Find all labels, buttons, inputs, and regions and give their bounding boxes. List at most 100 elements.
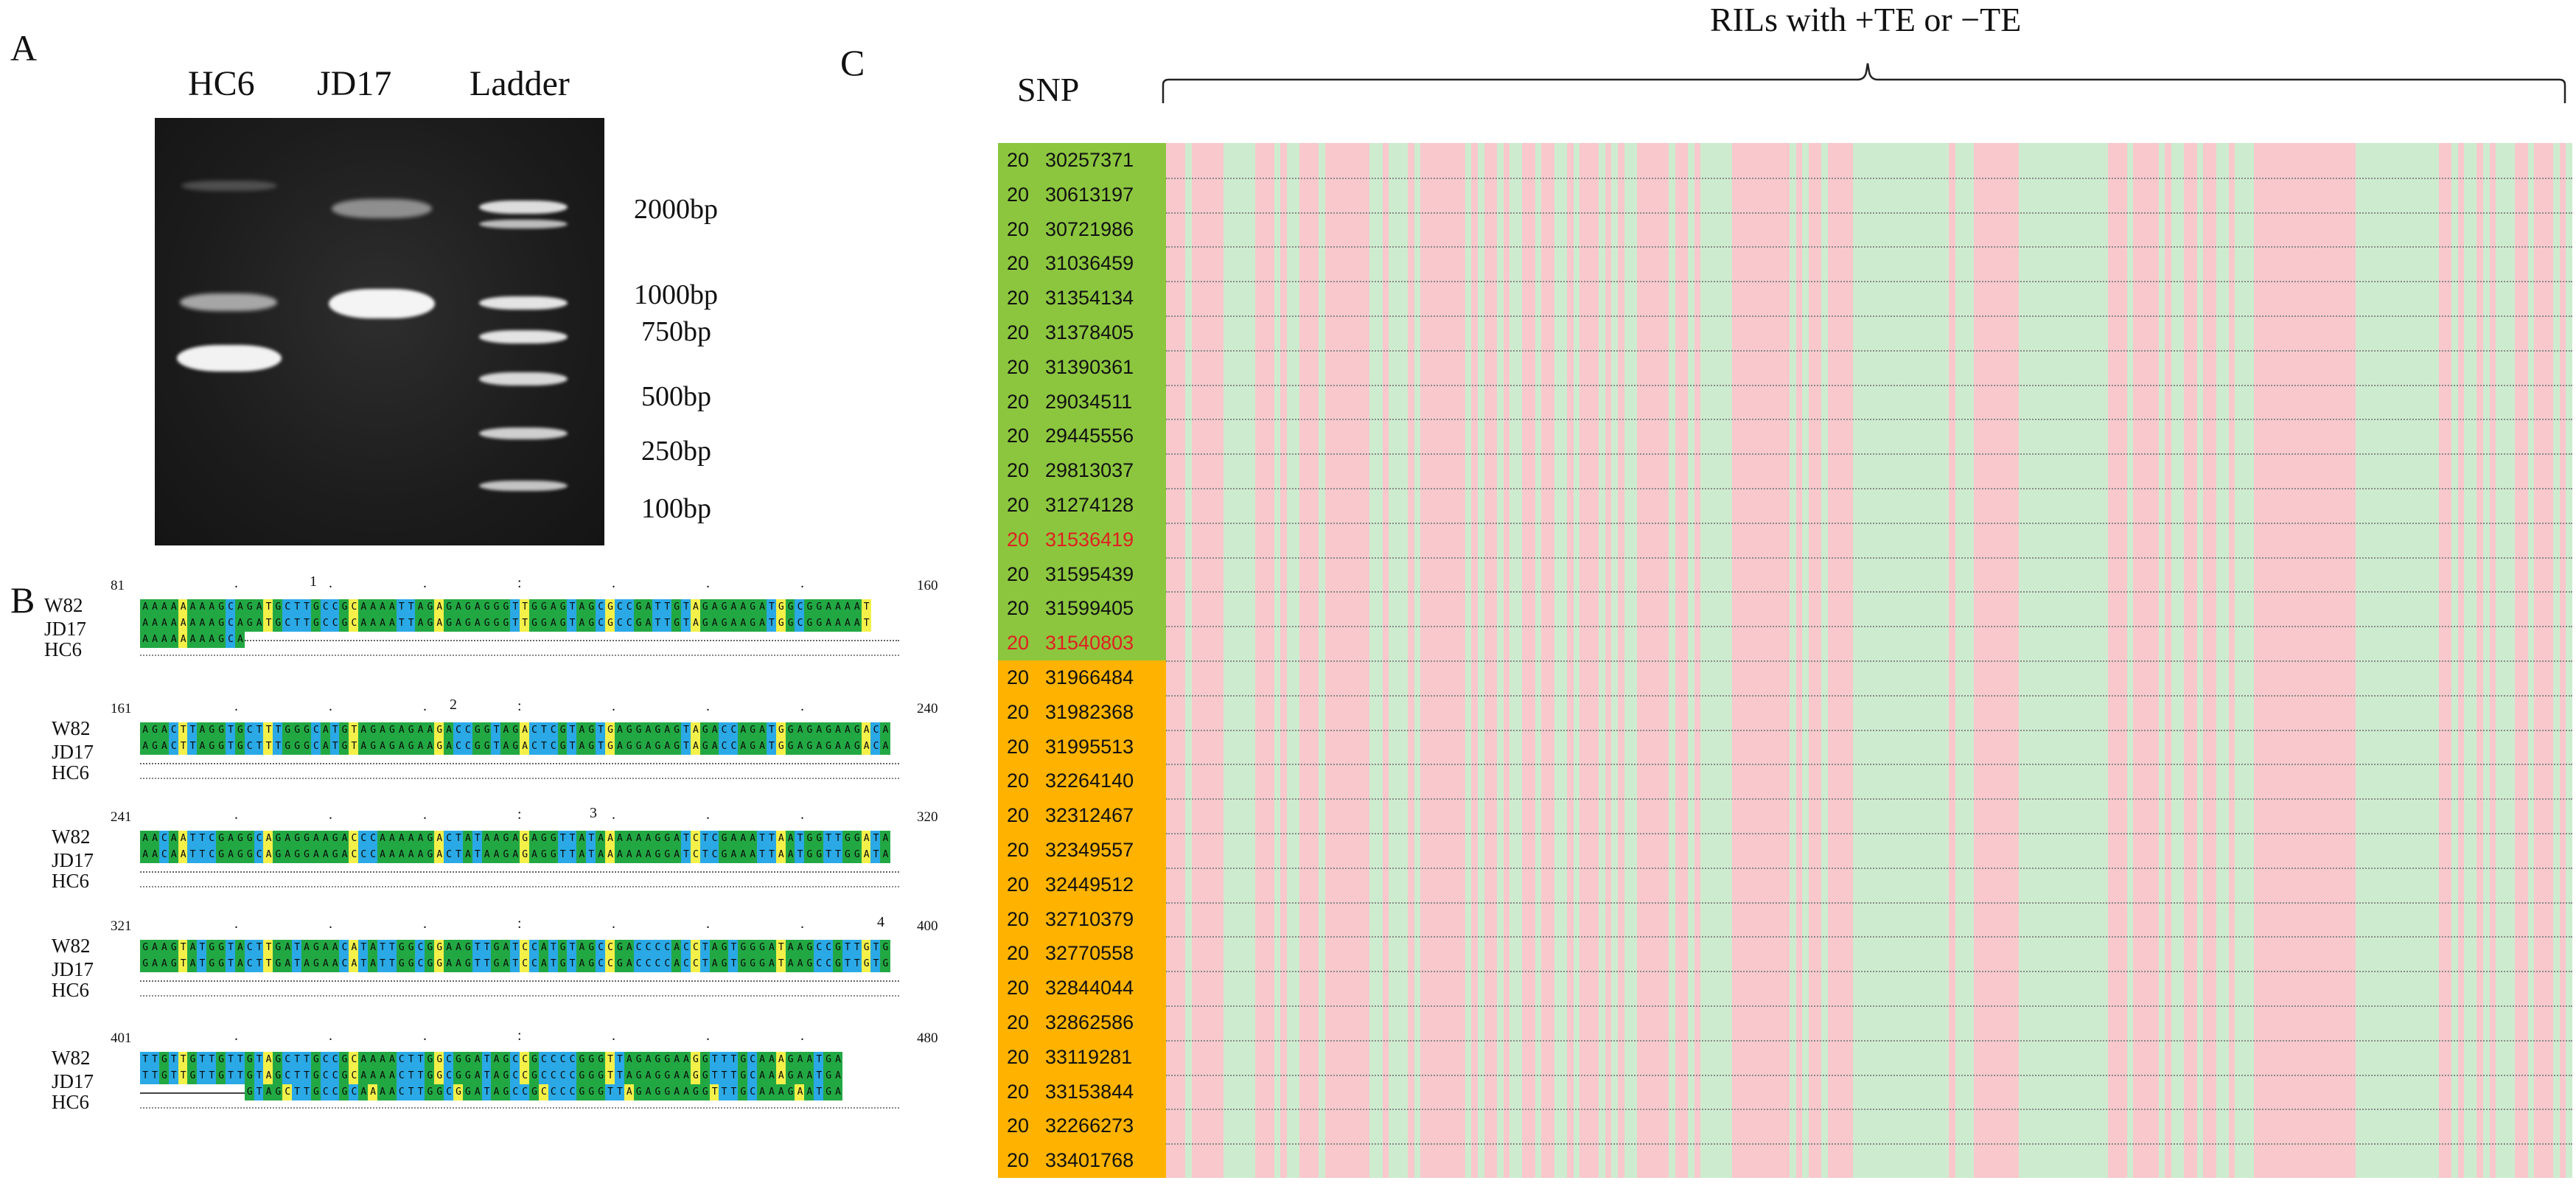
alignment-sequence-name: JD17: [44, 618, 87, 640]
snp-chromosome: 20: [1007, 700, 1030, 723]
alignment-base: G: [785, 739, 795, 755]
alignment-base: G: [244, 1052, 254, 1068]
snp-row: 20 31599405: [998, 591, 1166, 627]
alignment-base: A: [301, 956, 312, 972]
alignment-base: G: [690, 1068, 701, 1084]
alignment-ruler-dot: .: [706, 1028, 710, 1044]
alignment-base: A: [728, 847, 739, 863]
snp-chromosome: 20: [1007, 977, 1030, 1000]
alignment-base: G: [604, 599, 615, 615]
alignment-base: G: [804, 739, 814, 755]
alignment-base: A: [396, 739, 406, 755]
alignment-base: C: [870, 722, 881, 739]
alignment-base: T: [567, 940, 577, 956]
alignment-base: A: [576, 722, 587, 739]
alignment-base: T: [680, 722, 691, 739]
alignment-base: A: [472, 599, 482, 615]
alignment-base: T: [396, 599, 406, 615]
alignment-base: G: [596, 1068, 606, 1084]
alignment-base: G: [234, 847, 245, 863]
alignment-base: C: [339, 956, 349, 972]
alignment-base: C: [528, 739, 540, 755]
alignment-base: T: [225, 940, 236, 956]
alignment-base: A: [329, 940, 340, 956]
alignment-base: T: [766, 599, 777, 615]
alignment-base: C: [690, 831, 701, 847]
alignment-base: G: [405, 739, 416, 755]
alignment-base: G: [491, 599, 501, 615]
alignment-base: G: [785, 599, 795, 615]
alignment-base: A: [310, 847, 321, 863]
alignment-base: C: [520, 1084, 530, 1100]
alignment-base: A: [832, 1084, 843, 1100]
alignment-base: C: [462, 722, 473, 739]
gel-ladder-band: [479, 220, 568, 229]
alignment-base: C: [528, 940, 540, 956]
alignment-base: G: [216, 956, 226, 972]
alignment-base: A: [149, 831, 160, 847]
alignment-gap-line: [140, 980, 899, 982]
snp-chromosome: 20: [1007, 1045, 1030, 1068]
alignment-base: T: [301, 1068, 312, 1084]
snp-row: 20 32844044: [998, 971, 1166, 1005]
alignment-base: A: [282, 847, 293, 863]
alignment-base: C: [320, 1068, 330, 1084]
alignment-base: A: [624, 1052, 634, 1068]
alignment-base: T: [766, 831, 777, 847]
snp-row: 20 32770558: [998, 936, 1166, 972]
alignment-base: G: [747, 722, 758, 739]
alignment-base: G: [775, 722, 786, 739]
alignment-base: A: [234, 599, 245, 615]
alignment-end-number: 480: [917, 1030, 938, 1046]
alignment-base: C: [719, 722, 729, 739]
alignment-base: C: [168, 722, 178, 739]
alignment-base: G: [823, 739, 834, 755]
alignment-base: C: [614, 615, 625, 632]
alignment-base: T: [861, 599, 871, 615]
alignment-base: C: [662, 940, 672, 956]
grid-row-divider: [1166, 212, 2572, 214]
alignment-base: A: [596, 847, 606, 863]
alignment-base: A: [851, 615, 862, 632]
alignment-base: G: [624, 739, 634, 755]
alignment-base: T: [178, 956, 188, 972]
alignment-base: T: [472, 956, 482, 972]
alignment-end-number: 320: [917, 809, 938, 825]
alignment-base: A: [738, 599, 748, 615]
alignment-base: A: [624, 847, 634, 863]
alignment-gap-line: [140, 763, 899, 764]
alignment-base: A: [766, 940, 777, 956]
alignment-base: T: [292, 940, 302, 956]
alignment-base: A: [263, 1052, 273, 1068]
alignment-base: A: [643, 1052, 653, 1068]
alignment-base: A: [178, 831, 188, 847]
alignment-base: C: [320, 1052, 330, 1068]
alignment-base: T: [795, 831, 805, 847]
alignment-base: A: [187, 940, 198, 956]
snp-position: 29445556: [1045, 425, 1134, 447]
alignment-sequence-name: HC6: [52, 761, 90, 784]
snp-chromosome: 20: [1007, 942, 1030, 965]
alignment-base: G: [624, 722, 634, 739]
alignment-base: T: [614, 1084, 625, 1100]
alignment-base: T: [254, 1052, 264, 1068]
snp-row: 20 33153844: [998, 1074, 1166, 1109]
alignment-base: C: [244, 722, 254, 739]
grid-row-divider: [1166, 798, 2572, 800]
alignment-base: A: [149, 632, 160, 648]
alignment-base: T: [832, 831, 843, 847]
alignment-base: C: [690, 956, 701, 972]
gel-band: [329, 289, 435, 318]
alignment-base: T: [472, 847, 482, 863]
alignment-base: A: [178, 615, 188, 632]
alignment-sequence-name: W82: [52, 717, 91, 739]
alignment-base: A: [491, 831, 501, 847]
alignment-base: C: [349, 615, 359, 632]
snp-chromosome: 20: [1007, 528, 1030, 551]
alignment-base: A: [604, 831, 615, 847]
alignment-base: T: [292, 1052, 302, 1068]
snp-chromosome: 20: [1007, 1149, 1030, 1172]
alignment-base: A: [624, 940, 634, 956]
alignment-base: A: [491, 1068, 501, 1084]
alignment-base: A: [766, 956, 777, 972]
